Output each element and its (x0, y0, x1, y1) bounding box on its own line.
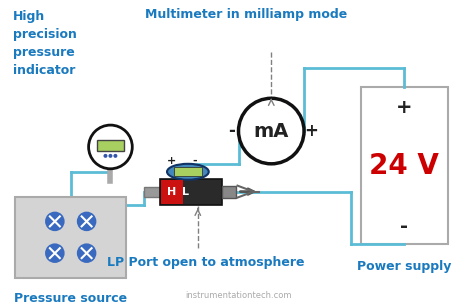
Circle shape (113, 154, 118, 158)
Text: 24 V: 24 V (369, 152, 439, 180)
Text: LP Port open to atmosphere: LP Port open to atmosphere (107, 256, 304, 269)
Text: instrumentationtech.com: instrumentationtech.com (185, 291, 292, 300)
Bar (15, 197, 127, 278)
Text: Multimeter in milliamp mode: Multimeter in milliamp mode (146, 8, 347, 21)
Text: mA: mA (254, 122, 289, 140)
Circle shape (46, 244, 64, 262)
Circle shape (89, 125, 132, 169)
Text: +: + (396, 98, 412, 117)
Circle shape (238, 98, 304, 164)
Text: +: + (167, 156, 177, 166)
Circle shape (78, 244, 96, 262)
Text: High
precision
pressure
indicator: High precision pressure indicator (13, 10, 77, 77)
Text: -: - (228, 122, 235, 140)
Text: Pressure source: Pressure source (14, 292, 128, 305)
Circle shape (103, 154, 108, 158)
Text: +: + (304, 122, 318, 140)
Bar (222, 186, 236, 197)
Circle shape (78, 213, 96, 230)
Bar (174, 167, 202, 176)
Bar (160, 179, 222, 205)
Circle shape (46, 213, 64, 230)
Bar (161, 180, 183, 204)
Bar (361, 87, 448, 244)
Text: -: - (401, 217, 408, 236)
Text: Power supply: Power supply (357, 260, 452, 273)
Text: L: L (182, 187, 190, 197)
Circle shape (109, 154, 112, 158)
Ellipse shape (167, 164, 209, 180)
Text: -: - (192, 156, 197, 166)
Bar (97, 140, 124, 151)
Bar (144, 187, 160, 197)
Text: H: H (167, 187, 177, 197)
